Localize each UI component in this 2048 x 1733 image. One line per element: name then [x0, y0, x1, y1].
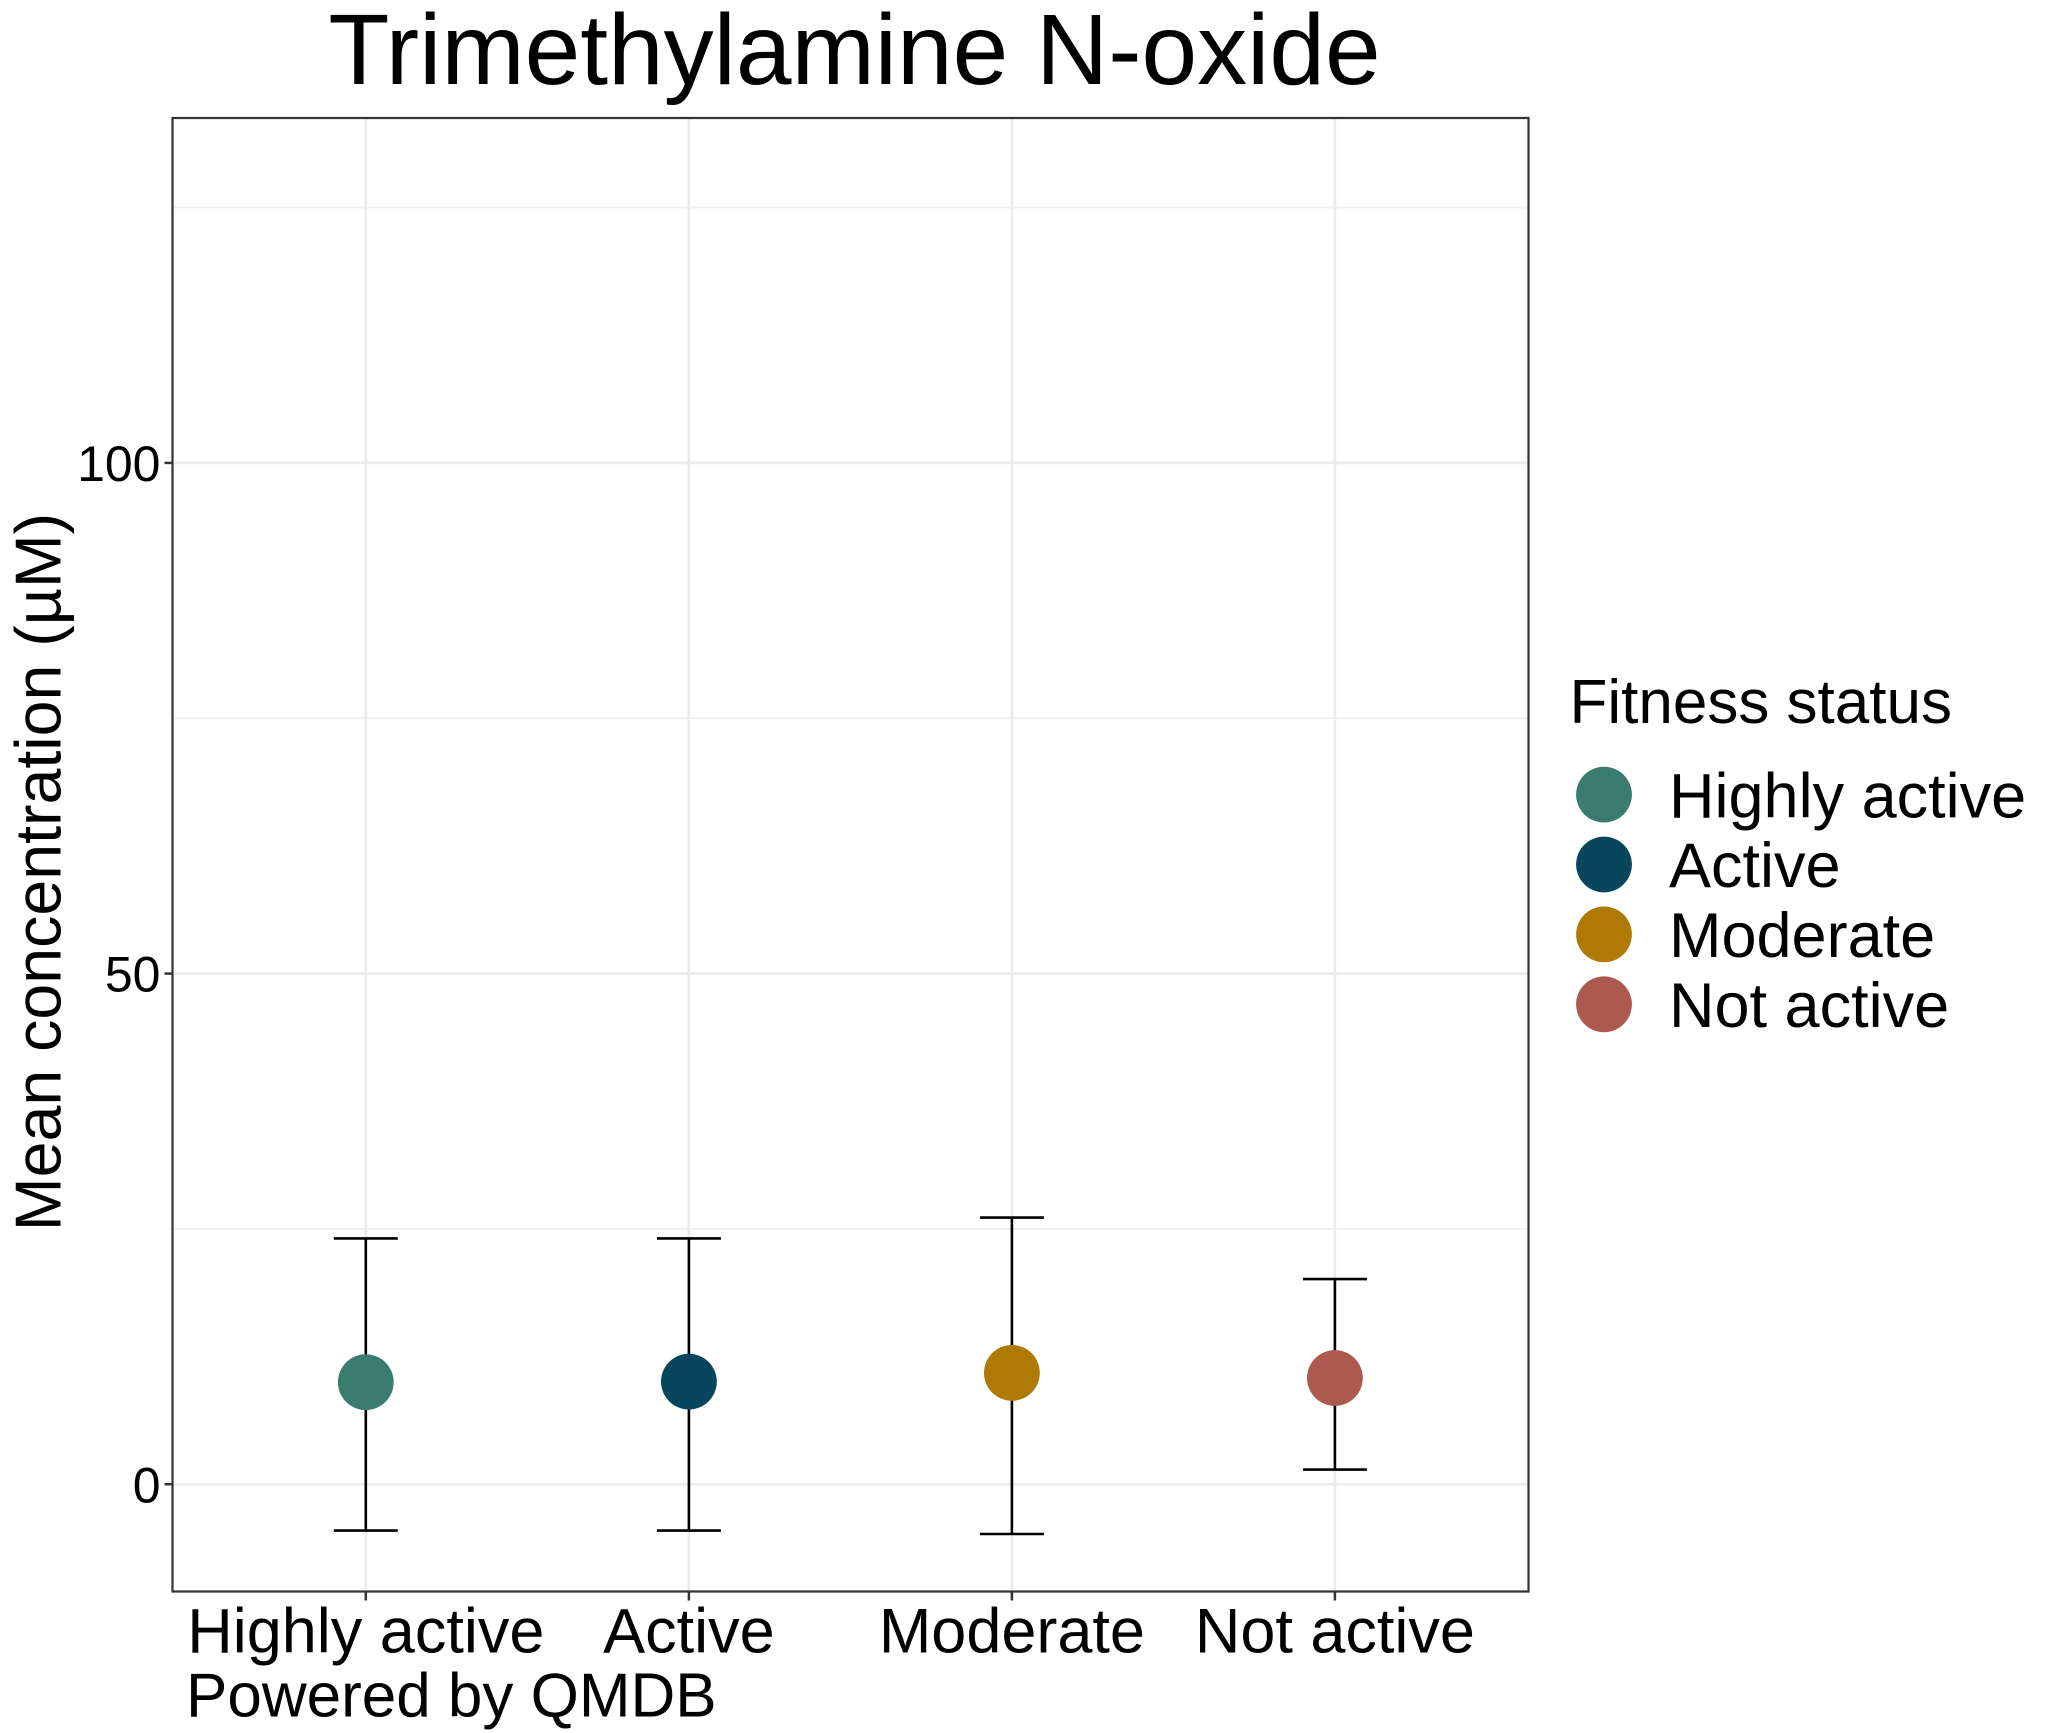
svg-text:100: 100	[77, 436, 160, 492]
svg-text:Moderate: Moderate	[1669, 901, 1935, 971]
svg-text:Mean concentration (µM): Mean concentration (µM)	[3, 513, 75, 1231]
svg-text:Trimethylamine N-oxide: Trimethylamine N-oxide	[328, 0, 1380, 106]
svg-text:Highly active: Highly active	[1669, 761, 2026, 831]
svg-text:Not active: Not active	[1195, 1597, 1475, 1667]
svg-text:0: 0	[133, 1457, 161, 1513]
svg-text:Fitness status: Fitness status	[1570, 668, 1952, 737]
svg-text:Highly active: Highly active	[187, 1597, 544, 1667]
svg-text:Moderate: Moderate	[879, 1597, 1145, 1667]
svg-text:Active: Active	[1669, 831, 1841, 901]
svg-text:Powered by QMDB: Powered by QMDB	[186, 1662, 717, 1731]
svg-text:50: 50	[105, 947, 161, 1003]
svg-text:Active: Active	[603, 1597, 775, 1667]
svg-text:Not active: Not active	[1669, 971, 1949, 1041]
